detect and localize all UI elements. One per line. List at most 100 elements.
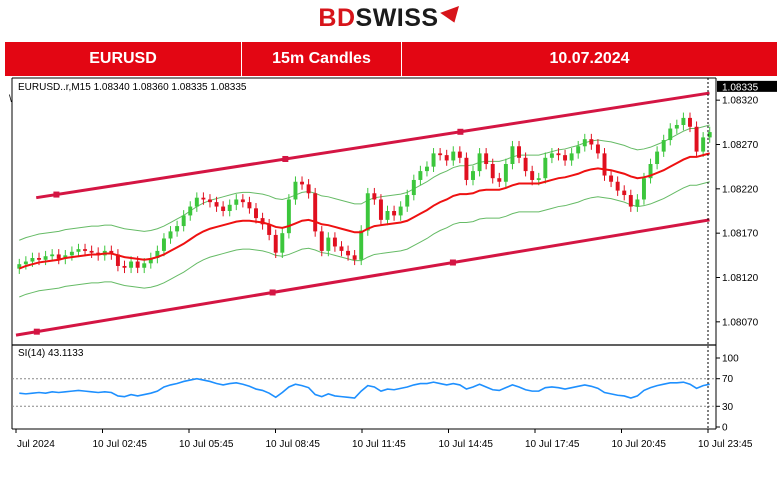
banner-date: 10.07.2024 [549, 50, 630, 67]
candle [523, 152, 528, 177]
candle-body [280, 233, 285, 253]
candle [372, 187, 377, 205]
rsi-line [19, 377, 710, 399]
candle [23, 256, 28, 270]
candle [293, 176, 298, 205]
candle-body [523, 157, 528, 172]
candle [688, 112, 692, 133]
candle [89, 245, 94, 258]
candle [168, 226, 173, 244]
candle [300, 176, 305, 190]
candle-body [464, 157, 469, 180]
channel-upper-line [35, 91, 710, 200]
candle [517, 140, 521, 164]
candle-body [411, 179, 416, 196]
candle-body [405, 195, 410, 207]
candle [622, 185, 627, 201]
candle-body [155, 250, 160, 258]
candle-body [286, 199, 291, 234]
candle [267, 218, 272, 241]
candle-body [214, 202, 219, 207]
candle-body [392, 211, 397, 216]
brand-name-part2: SWISS [355, 3, 439, 32]
candle [201, 192, 206, 205]
rsi-tick-label: 0 [722, 423, 728, 434]
price-axis: 1.08320 1.08270 1.08220 1.08170 1.08120 1.080… [716, 80, 777, 328]
candle [648, 158, 653, 184]
candle-body [37, 257, 41, 260]
candle-body [89, 250, 94, 253]
price-chart[interactable]: EURUSD..r,M15 1.08340 1.08360 1.08335 1.… [0, 76, 780, 487]
candle-body [50, 254, 55, 257]
candle [424, 161, 429, 177]
candle-body [115, 254, 120, 266]
channel-anchor [53, 191, 60, 198]
candle-body [326, 237, 331, 251]
rsi-label: SI(14) 43.1133 [18, 348, 84, 359]
price-tick-label: 1.08120 [722, 273, 759, 284]
candle [56, 249, 61, 265]
candle-body [510, 146, 515, 165]
time-tick-label: 10 Jul 23:45 [698, 439, 753, 450]
candle-body [148, 257, 153, 264]
candle [398, 201, 403, 221]
candle-body [135, 261, 140, 268]
candle [319, 226, 324, 257]
moving-average-line [18, 152, 710, 270]
candle-body [234, 199, 239, 205]
candle-body [681, 117, 686, 125]
candle [76, 243, 81, 258]
candle-body [339, 246, 344, 251]
candle [431, 148, 436, 172]
candle [490, 158, 495, 184]
candle [43, 250, 48, 266]
candle [326, 232, 331, 257]
envelope-bands [19, 124, 710, 298]
candle [280, 227, 285, 258]
candle-body [385, 211, 390, 220]
candle-body [674, 124, 679, 129]
rsi-tick-label: 100 [722, 354, 739, 365]
candle-body [543, 157, 548, 179]
candle [530, 165, 535, 186]
candle-body [471, 171, 475, 180]
candle [313, 187, 318, 237]
candle-body [247, 202, 252, 209]
candle-body [589, 139, 594, 145]
candle [661, 134, 666, 157]
candle [464, 152, 469, 186]
time-tick-label: 10 Jul 20:45 [612, 439, 667, 450]
candle-body [56, 254, 61, 259]
candle [576, 140, 581, 159]
price-tick-label: 1.08220 [722, 184, 759, 195]
candle-body [517, 146, 521, 158]
candle-body [83, 249, 88, 251]
candle [438, 148, 443, 161]
candle-body [549, 153, 554, 158]
candle-body [332, 237, 337, 247]
candle-body [635, 199, 640, 207]
candle-body [484, 153, 489, 165]
candle [260, 212, 265, 230]
candle [346, 245, 351, 261]
candle-body [313, 193, 318, 232]
candle [181, 210, 186, 232]
candle [83, 243, 88, 257]
candle-body [622, 190, 627, 196]
candle [543, 152, 548, 184]
candle [273, 229, 278, 258]
candle-body [293, 181, 298, 200]
channel-anchor [33, 328, 40, 335]
candle-body [30, 257, 35, 262]
header-banner: EURUSD 15m Candles 10.07.2024 [5, 42, 777, 76]
candle [582, 133, 587, 152]
candle [681, 112, 686, 131]
channel-anchor [282, 155, 289, 162]
candle [444, 149, 449, 166]
candle [668, 123, 673, 146]
candle [161, 233, 166, 257]
candle-body [17, 264, 22, 269]
price-tick-label: 1.08070 [722, 317, 759, 328]
candle [339, 241, 344, 257]
candle [609, 170, 614, 188]
